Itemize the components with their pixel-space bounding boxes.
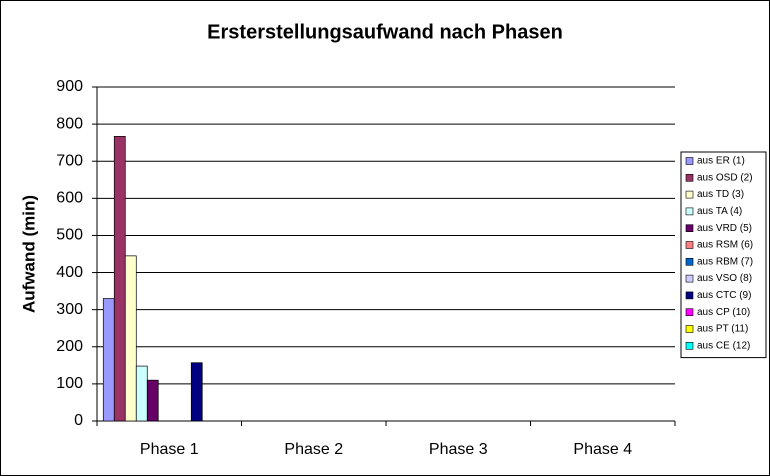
legend-label: aus CP (10): [697, 307, 750, 318]
legend-swatch: [685, 157, 694, 165]
legend-label: aus ER (1): [697, 156, 745, 167]
legend-swatch: [685, 241, 694, 249]
y-tick-label: 900: [56, 78, 83, 95]
legend-swatch: [685, 274, 694, 283]
legend-label: aus OSD (2): [697, 172, 753, 183]
bar: [190, 362, 203, 422]
legend-swatch: [685, 174, 694, 182]
y-tick-label: 200: [56, 338, 83, 355]
y-tick-label: 700: [56, 152, 83, 169]
legend-label: aus TD (3): [697, 189, 744, 200]
y-tick-label: 300: [56, 301, 83, 318]
legend-swatch: [685, 224, 694, 232]
legend-label: aus CTC (9): [697, 290, 751, 301]
bar: [124, 255, 137, 422]
y-tick-label: 600: [56, 190, 83, 207]
legend-label: aus VRD (5): [697, 223, 752, 234]
legend-label: aus PT (11): [697, 324, 748, 335]
legend-swatch: [685, 207, 694, 216]
y-tick-label: 100: [56, 375, 83, 392]
legend-box: [680, 151, 767, 359]
y-tick-label: 400: [56, 264, 83, 281]
legend-swatch: [685, 325, 694, 333]
bar: [146, 379, 159, 422]
x-tick-label: Phase 2: [284, 441, 343, 458]
legend-swatch: [685, 291, 694, 300]
legend-swatch: [685, 190, 694, 199]
y-tick-label: 800: [56, 115, 83, 132]
chart-title: Ersterstellungsaufwand nach Phasen: [207, 21, 563, 43]
legend-label: aus VSO (8): [697, 273, 752, 284]
legend-label: aus CE (12): [697, 340, 750, 351]
legend-swatch: [685, 257, 694, 266]
x-tick-label: Phase 4: [573, 441, 632, 458]
legend-label: aus RBM (7): [697, 256, 753, 267]
bar: [135, 365, 148, 422]
x-tick-label: Phase 1: [140, 441, 199, 458]
legend-swatch: [685, 341, 694, 350]
y-tick-label: 0: [74, 412, 83, 429]
legend-label: aus RSM (6): [697, 240, 753, 251]
bar: [113, 136, 126, 422]
legend-swatch: [685, 308, 694, 317]
legend-label: aus TA (4): [697, 206, 742, 217]
y-tick-label: 500: [56, 227, 83, 244]
x-tick-label: Phase 3: [429, 441, 488, 458]
y-axis-label: Aufwand (min): [19, 195, 38, 313]
bar: [102, 298, 115, 422]
